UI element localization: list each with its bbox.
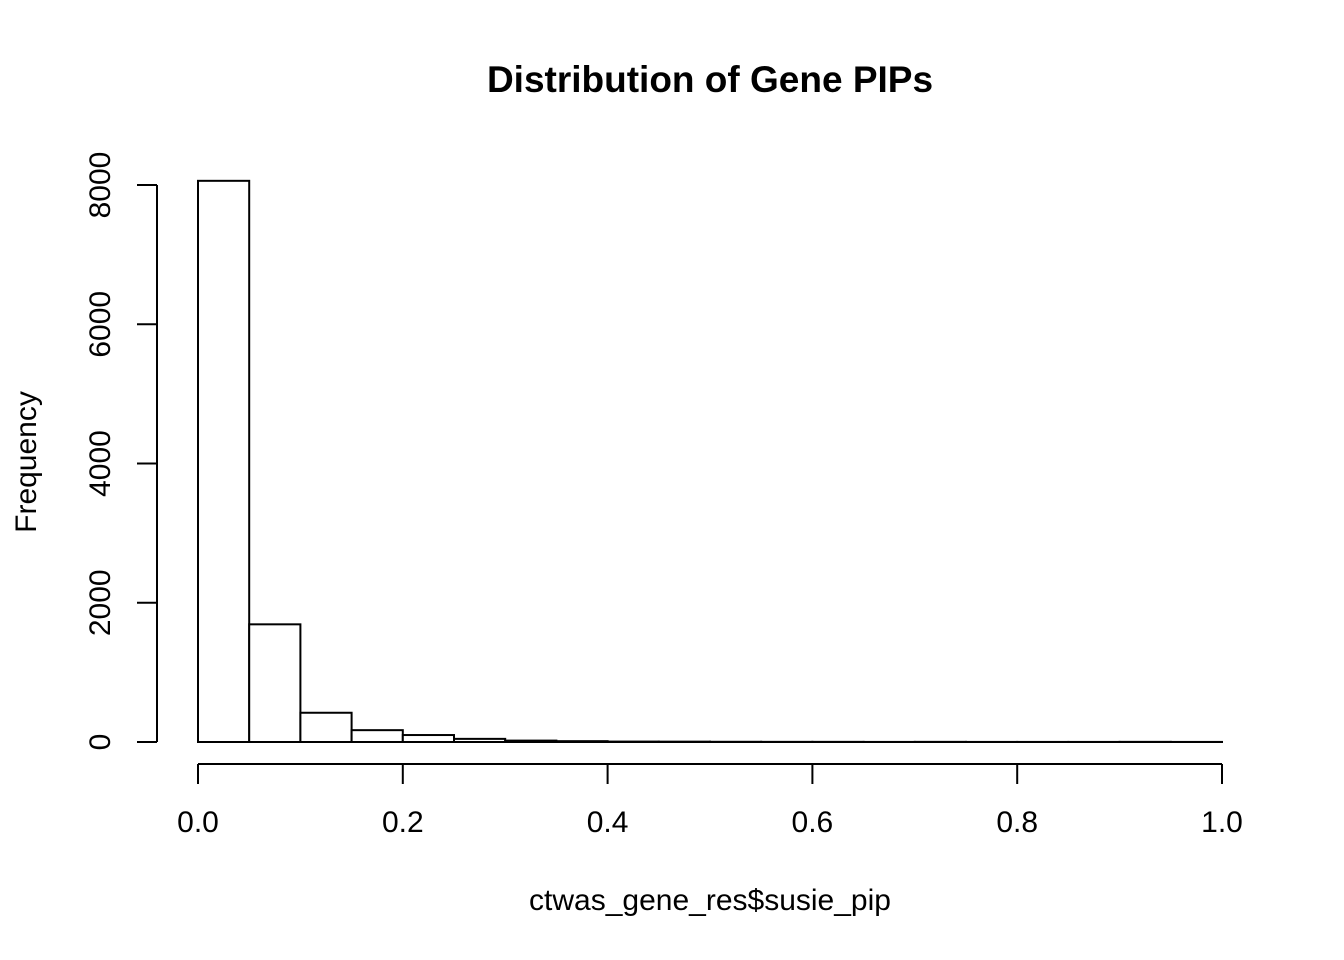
histogram-bar	[197, 179, 251, 743]
x-tick-label: 0.2	[382, 806, 424, 839]
histogram-bar	[401, 734, 455, 743]
histogram-bar	[350, 729, 404, 744]
y-tick-label: 4000	[84, 430, 117, 497]
x-tick-label: 0.6	[792, 806, 834, 839]
histogram-bar	[555, 740, 609, 743]
y-axis: 0 2000 4000 6000 8000	[84, 152, 158, 751]
y-tick-label: 2000	[84, 569, 117, 636]
histogram-bar	[299, 711, 353, 744]
x-axis: 0.0 0.2 0.4 0.6 0.8 1.0	[177, 763, 1243, 839]
y-axis-label: Frequency	[10, 391, 43, 533]
y-tick-label: 6000	[84, 291, 117, 358]
x-tick-label: 0.8	[996, 806, 1038, 839]
x-tick-label: 1.0	[1201, 806, 1243, 839]
chart-title: Distribution of Gene PIPs	[487, 59, 933, 100]
y-tick-label: 8000	[84, 152, 117, 219]
histogram-bar	[453, 737, 507, 744]
x-tick-label: 0.4	[587, 806, 629, 839]
histogram-bar	[504, 739, 558, 743]
y-tick-label: 0	[84, 734, 117, 751]
histogram-bars	[197, 179, 1224, 744]
x-tick-label: 0.0	[177, 806, 219, 839]
x-axis-label: ctwas_gene_res$susie_pip	[529, 884, 891, 917]
histogram-bar	[248, 623, 302, 743]
